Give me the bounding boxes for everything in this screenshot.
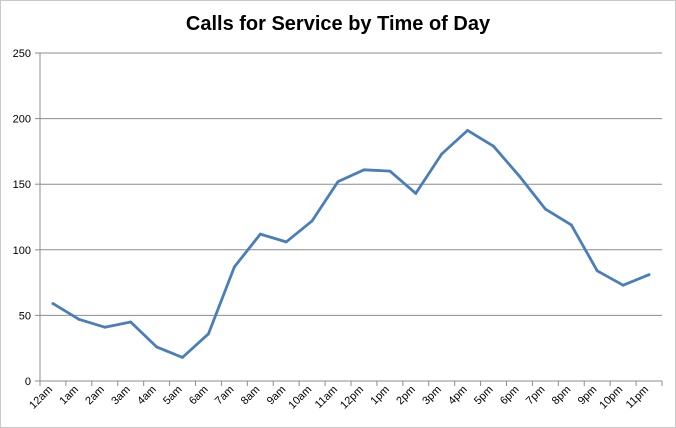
data-point xyxy=(440,152,444,156)
x-tick-label: 8am xyxy=(239,384,263,408)
chart-title: Calls for Service by Time of Day xyxy=(185,13,491,35)
data-point xyxy=(207,332,210,336)
x-tick-label: 11pm xyxy=(624,384,651,411)
x-tick-label: 9pm xyxy=(576,384,600,408)
x-tick-label: 11am xyxy=(313,384,340,411)
data-point xyxy=(647,273,651,277)
data-point xyxy=(492,144,495,148)
y-tick-label: 250 xyxy=(13,48,31,60)
data-point xyxy=(258,232,262,236)
data-point xyxy=(77,317,81,321)
y-tick-label: 50 xyxy=(19,310,31,322)
x-tick-label: 9am xyxy=(265,384,289,408)
data-point xyxy=(103,325,107,329)
data-point xyxy=(336,180,340,184)
x-tick-label: 7am xyxy=(213,384,237,408)
x-tick-label: 3am xyxy=(109,384,133,408)
x-tick-label: 1am xyxy=(57,384,81,408)
x-tick-label: 7pm xyxy=(524,384,548,408)
data-point xyxy=(414,192,418,195)
x-tick-label: 8pm xyxy=(550,384,574,408)
y-tick-label: 100 xyxy=(13,245,31,257)
x-tick-label: 6am xyxy=(187,384,211,408)
series-line xyxy=(51,128,651,359)
x-tick-label: 10pm xyxy=(597,384,625,412)
x-tick-label: 5am xyxy=(161,384,185,408)
x-tick-label: 10am xyxy=(286,384,314,412)
data-point xyxy=(233,265,236,269)
data-point xyxy=(310,219,314,223)
data-point xyxy=(518,174,521,178)
x-tick-label: 12am xyxy=(27,384,55,412)
x-tick-label: 2am xyxy=(83,384,107,408)
data-point xyxy=(155,345,159,349)
data-point xyxy=(181,356,184,359)
x-tick-label: 2pm xyxy=(394,384,418,408)
data-point xyxy=(129,320,133,324)
y-tick-label: 0 xyxy=(25,376,31,388)
x-tick-label: 5pm xyxy=(472,384,496,408)
x-tick-label: 3pm xyxy=(420,384,444,408)
x-tick-label: 4pm xyxy=(446,384,470,408)
y-tick-label: 150 xyxy=(13,179,31,191)
y-tick-label: 200 xyxy=(13,114,31,126)
data-point xyxy=(284,240,288,244)
data-point xyxy=(621,283,625,287)
data-point xyxy=(362,168,366,172)
x-tick-label: 6pm xyxy=(498,384,522,408)
x-tick-label: 12pm xyxy=(338,384,366,412)
data-point xyxy=(51,302,55,305)
x-tick-label: 1pm xyxy=(368,384,392,408)
data-point xyxy=(388,169,392,173)
data-point xyxy=(544,207,547,211)
data-point xyxy=(569,223,573,227)
data-point xyxy=(466,129,469,132)
x-tick-label: 4am xyxy=(135,384,159,408)
data-point xyxy=(595,269,599,273)
